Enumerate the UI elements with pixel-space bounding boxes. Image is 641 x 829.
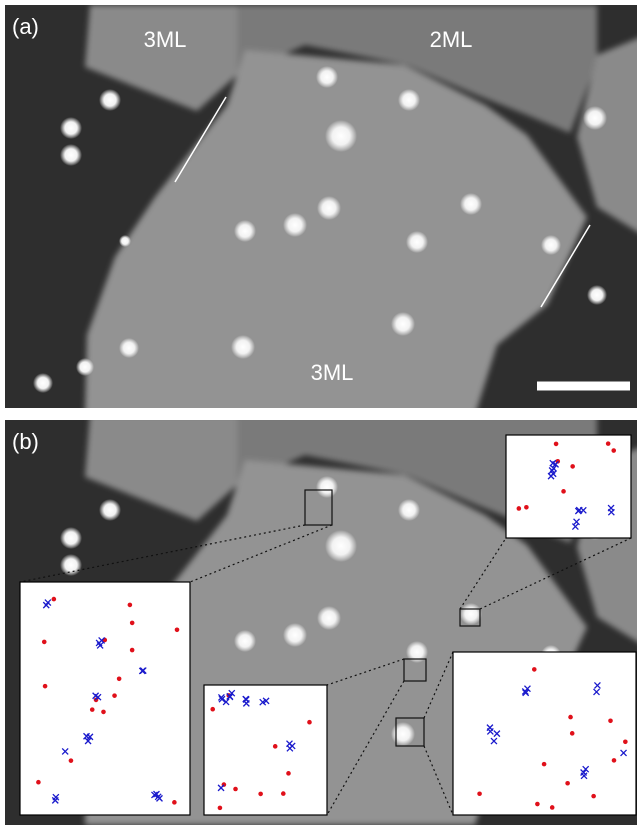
- red-dot: [175, 628, 180, 633]
- figure: (a) 3ML 2ML 3ML (b): [0, 0, 641, 829]
- red-dot: [69, 758, 74, 763]
- red-dot: [36, 780, 41, 785]
- red-dot: [286, 771, 291, 776]
- red-dot: [130, 648, 135, 653]
- red-dot: [101, 710, 106, 715]
- red-dot: [128, 603, 133, 608]
- red-dot: [535, 802, 540, 807]
- red-dot: [570, 731, 575, 736]
- red-dot: [611, 448, 616, 453]
- panel-a: [5, 5, 641, 415]
- red-dot: [550, 805, 555, 810]
- red-dot: [273, 744, 278, 749]
- annotation: 3ML: [144, 27, 187, 52]
- red-dot: [258, 792, 263, 797]
- panel-label: (b): [12, 429, 39, 454]
- red-dot: [307, 720, 312, 725]
- red-dot: [52, 597, 57, 602]
- red-dot: [570, 464, 575, 469]
- red-dot: [477, 791, 482, 796]
- red-dot: [90, 707, 95, 712]
- red-dot: [532, 667, 537, 672]
- red-dot: [623, 739, 628, 744]
- red-dot: [218, 806, 223, 811]
- red-dot: [130, 621, 135, 626]
- red-dot: [517, 506, 522, 511]
- red-dot: [281, 791, 286, 796]
- red-dot: [42, 640, 47, 645]
- red-dot: [112, 693, 117, 698]
- red-dot: [542, 762, 547, 767]
- annotation: 3ML: [311, 360, 354, 385]
- red-dot: [606, 441, 611, 446]
- red-dot: [172, 800, 177, 805]
- red-dot: [554, 442, 559, 447]
- panel-label: (a): [12, 14, 39, 39]
- red-dot: [608, 718, 613, 723]
- red-dot: [565, 781, 570, 786]
- red-dot: [233, 787, 238, 792]
- annotation: 2ML: [430, 27, 473, 52]
- red-dot: [43, 684, 48, 689]
- red-dot: [210, 707, 215, 712]
- red-dot: [524, 505, 529, 510]
- red-dot: [568, 715, 573, 720]
- red-dot: [117, 676, 122, 681]
- red-dot: [612, 758, 617, 763]
- red-dot: [591, 794, 596, 799]
- red-dot: [561, 489, 566, 494]
